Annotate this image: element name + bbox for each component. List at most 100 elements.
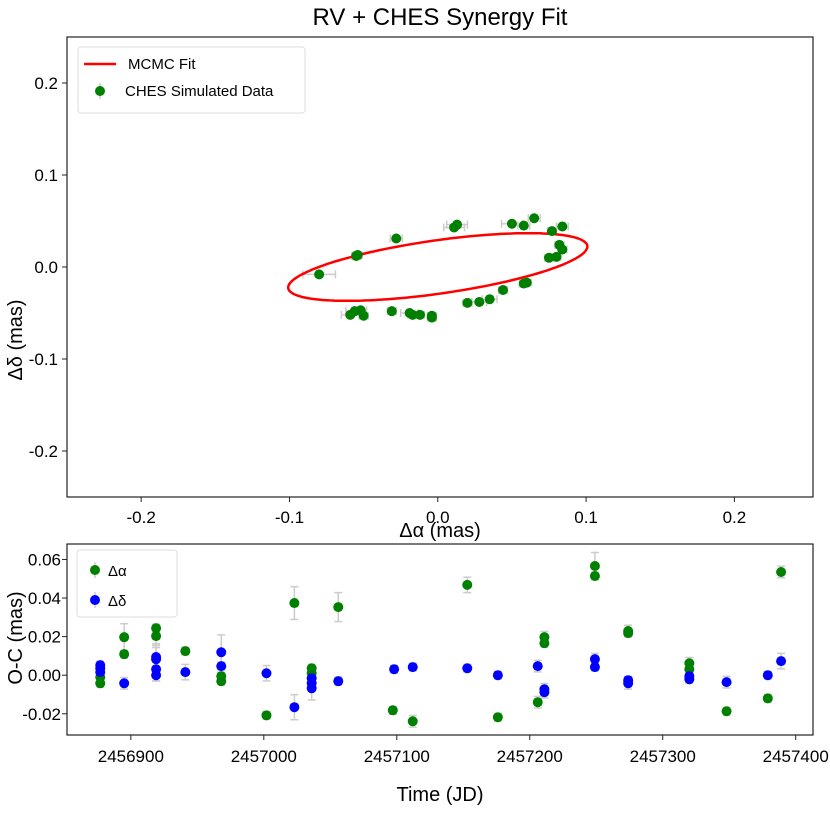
data-point [289,702,300,713]
data-point [589,571,600,582]
data-point [414,309,425,320]
orbit-panel: -0.2 -0.1 0.0 0.1 0.2 0.2 0.1 0.0 -0.1 -0.2 Δα (… [5,36,814,542]
data-point [539,687,550,698]
x-tick-label: -0.1 [275,508,304,527]
data-point [544,252,555,263]
y-tick-label: 0.04 [28,589,61,608]
y-tick-label: 0.06 [28,550,61,569]
data-point [506,218,517,229]
data-point [407,662,418,673]
data-point [95,667,106,678]
data-point [762,693,773,704]
data-point [551,251,562,262]
data-point [151,631,162,642]
x-tick-label: -0.2 [127,508,156,527]
x-tick-label: 2457100 [364,747,430,766]
data-point [407,716,418,727]
data-point [521,277,532,288]
x-tick-label: 2457000 [231,747,297,766]
x-tick-label: 2456900 [98,747,164,766]
data-point [180,667,191,678]
orbit-legend: MCMC Fit CHES Simulated Data [77,46,306,114]
x-tick-label: 2457300 [630,747,696,766]
data-point [216,647,227,658]
y-tick-label: 0.0 [34,258,58,277]
orbit-data-points [314,213,568,323]
x-tick-label: 2457400 [763,747,829,766]
x-tick-label: 0.0 [426,508,450,527]
data-point [532,661,543,672]
data-point [684,674,695,685]
data-point [119,632,130,643]
residuals-panel: 2456900 2457000 2457100 2457200 2457300 24574… [5,543,829,806]
data-point [492,712,503,723]
data-point [557,221,568,232]
data-point [776,656,787,667]
legend-point-icon-alpha [90,565,100,575]
data-point [623,628,634,639]
legend-label-delta-delta: Δδ [108,593,126,610]
residuals-x-axis-label: Time (JD) [396,784,483,806]
orbit-x-ticks: -0.2 -0.1 0.0 0.1 0.2 [127,497,747,527]
data-point [391,233,402,244]
residuals-data-points [95,560,787,727]
data-point [452,219,463,230]
orbit-x-axis-label: Δα (mas) [399,520,481,542]
orbit-y-axis-label: Δδ (mas) [5,299,27,380]
data-point [589,662,600,673]
y-tick-label: 0.1 [34,166,58,185]
data-point [333,676,344,687]
y-tick-label: 0.02 [28,628,61,647]
data-point [532,697,543,708]
orbit-legend-box [77,46,306,114]
data-point [119,649,130,660]
data-point [216,676,227,687]
data-point [216,661,227,672]
data-point [387,705,398,716]
data-point [762,670,773,681]
data-point [721,677,732,688]
data-point [498,285,509,295]
data-point [119,678,130,689]
legend-point-icon [95,86,105,96]
data-point [589,560,600,571]
data-point [358,310,369,321]
mcmc-fit-ellipse [286,231,589,303]
legend-label-delta-alpha: Δα [108,563,127,580]
data-point [333,602,344,613]
residuals-legend: Δα Δδ [76,549,178,618]
data-point [462,579,473,590]
x-tick-label: 0.2 [723,508,747,527]
data-point [557,244,568,255]
residuals-y-ticks: 0.06 0.04 0.02 0.00 -0.02 [22,550,67,724]
data-point [180,646,191,657]
data-point [474,296,485,307]
data-point [261,668,272,679]
data-point [462,297,473,308]
y-tick-label: -0.1 [29,350,58,369]
data-point [492,670,503,681]
data-point [529,213,540,224]
y-tick-label: -0.2 [29,442,58,461]
data-point [623,678,634,689]
data-point [518,220,529,231]
data-point [589,654,600,665]
data-point [539,638,550,649]
data-point [151,670,162,681]
legend-label-ches-data: CHES Simulated Data [125,83,274,100]
data-point [389,664,400,675]
x-tick-label: 0.1 [574,508,598,527]
y-tick-label: 0.00 [28,666,61,685]
residuals-plot-area [66,543,814,736]
data-point [684,664,695,675]
data-point [306,683,317,694]
data-point [261,710,272,721]
x-tick-label: 2457200 [497,747,563,766]
data-point [151,623,162,634]
data-point [776,566,787,577]
data-point [426,312,437,323]
orbit-plot-area [66,36,814,498]
y-tick-label: -0.02 [22,705,61,724]
residuals-legend-box [76,549,178,618]
